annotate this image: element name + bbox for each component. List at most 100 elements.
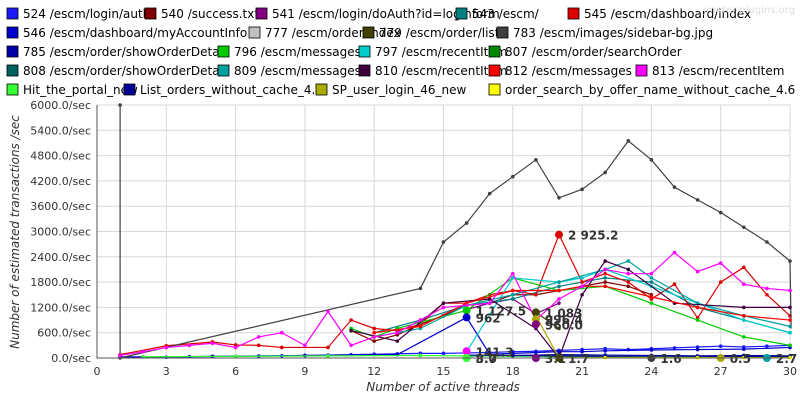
legend-swatch <box>6 83 19 96</box>
data-point <box>742 318 746 322</box>
legend-entry: order_search_by_offer_name_without_cache… <box>505 83 795 97</box>
data-point <box>742 305 746 310</box>
data-point <box>580 292 584 297</box>
data-point <box>788 318 792 322</box>
data-point <box>511 297 515 301</box>
data-point <box>557 349 561 354</box>
series-line <box>119 105 792 359</box>
legend-swatch <box>6 7 19 20</box>
data-point <box>603 284 607 289</box>
data-point <box>742 347 746 351</box>
data-point <box>626 284 631 289</box>
legend-swatch <box>6 45 19 58</box>
data-point <box>718 344 723 348</box>
legend-swatch <box>315 83 328 96</box>
series-line <box>120 251 791 357</box>
annotation-label: 3.7 <box>476 352 497 366</box>
data-point <box>695 269 700 274</box>
annotation-label: 962 <box>476 311 501 325</box>
data-point <box>626 139 631 143</box>
data-point <box>349 328 353 333</box>
legend-swatch <box>6 64 19 77</box>
data-point <box>534 350 538 355</box>
annotation-label: 1 127.5 <box>476 304 526 318</box>
legend-entry: 812 /escm/messages <box>505 64 632 78</box>
y-tick-label: 6000.0/sec <box>30 99 91 112</box>
legend-swatch <box>358 45 371 58</box>
legend-swatch <box>6 26 19 39</box>
data-point <box>649 158 654 162</box>
data-point <box>695 198 700 202</box>
legend-entry: 541 /escm/login/doAuth?id=loginform <box>272 7 500 21</box>
data-point <box>487 301 492 305</box>
annotation-label: 960.0 <box>545 318 583 332</box>
data-point <box>326 354 330 358</box>
data-point <box>765 344 769 348</box>
series-813-escm-recentitem <box>118 250 792 358</box>
legend-entry: 807 /escm/order/searchOrder <box>505 45 682 59</box>
data-point <box>164 345 169 350</box>
data-point <box>395 339 400 343</box>
data-point <box>511 276 515 280</box>
x-tick-label: 9 <box>301 365 308 378</box>
data-point <box>580 276 584 280</box>
annotation-marker <box>462 306 471 315</box>
legend-swatch <box>488 83 501 96</box>
legend-swatch <box>217 64 230 77</box>
data-point <box>603 170 607 175</box>
data-point <box>280 330 284 335</box>
data-point <box>395 330 400 335</box>
annotation-marker <box>555 230 563 239</box>
data-point <box>626 280 631 284</box>
data-point <box>649 301 654 305</box>
data-point <box>372 330 377 335</box>
data-point <box>672 346 677 350</box>
legend-swatch <box>496 26 509 39</box>
y-tick-label: 4200.0/sec <box>30 175 91 188</box>
data-point <box>718 280 723 284</box>
x-tick-label: 0 <box>94 365 101 378</box>
data-point <box>580 187 584 192</box>
data-point <box>649 295 654 299</box>
data-point <box>233 343 238 347</box>
data-point <box>742 225 746 230</box>
legend-entry: 796 /escm/messages <box>234 45 361 59</box>
data-point <box>441 305 446 310</box>
data-point <box>418 353 423 358</box>
data-point <box>256 335 261 339</box>
data-point <box>187 343 192 348</box>
data-point <box>742 335 746 339</box>
data-point <box>695 305 700 310</box>
data-point <box>672 282 677 287</box>
x-tick-label: 12 <box>367 365 381 378</box>
x-tick-label: 21 <box>575 365 589 378</box>
watermark: jmeter-plugins.org <box>702 5 795 16</box>
data-point <box>349 318 353 322</box>
x-axis-label: Number of active threads <box>366 380 520 394</box>
legend-swatch <box>567 7 580 20</box>
data-point <box>557 297 561 301</box>
annotation-marker <box>531 320 540 329</box>
data-point <box>788 330 792 335</box>
legend-entry: Hit_the_portal_new <box>23 83 138 97</box>
data-point <box>534 292 538 297</box>
legend-swatch <box>488 45 501 58</box>
data-point <box>418 318 423 322</box>
data-point <box>487 191 492 196</box>
x-tick-label: 24 <box>644 365 658 378</box>
data-point <box>303 343 307 348</box>
annotation-label: 2.7 <box>776 352 797 366</box>
annotation-label: 1 083 <box>545 306 583 320</box>
legend-swatch <box>635 64 648 77</box>
x-tick-label: 27 <box>714 365 728 378</box>
legend-entry: 543 /escm/ <box>472 7 540 21</box>
data-point <box>695 345 700 349</box>
data-point <box>603 276 607 280</box>
data-point <box>718 261 723 265</box>
data-point <box>626 259 631 263</box>
data-point <box>649 280 654 284</box>
data-point <box>649 271 654 276</box>
data-point <box>695 347 700 352</box>
